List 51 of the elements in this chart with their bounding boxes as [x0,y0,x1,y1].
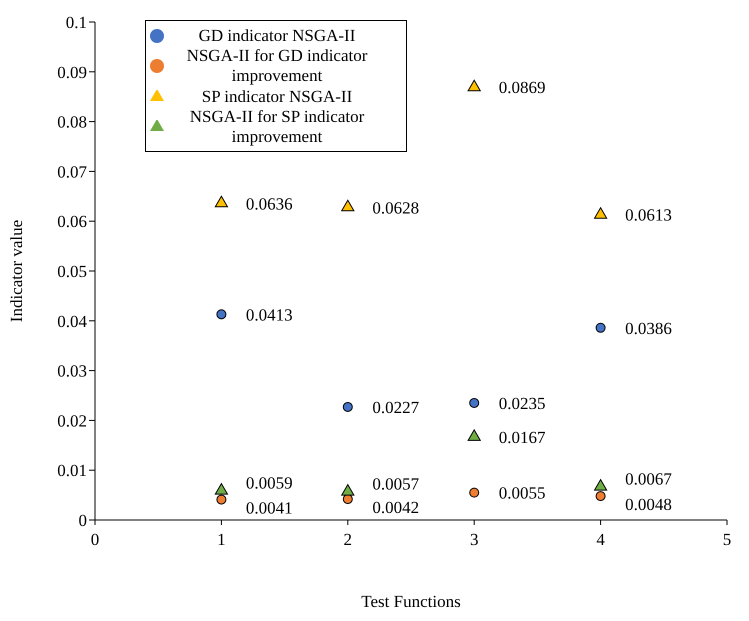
y-tick-label: 0.04 [57,312,88,331]
point [342,494,353,504]
point [596,322,606,333]
data-label: 0.0041 [246,498,293,518]
y-tick-label: 0.07 [57,162,88,182]
data-label: 0.0067 [625,470,672,489]
data-label: 0.0055 [498,484,546,503]
point [469,398,480,408]
x-tick-label: 4 [596,530,606,550]
point [468,80,481,92]
y-tick-label: 0.09 [57,62,87,82]
data-label: 0.0386 [625,318,672,338]
point [216,494,226,505]
point [214,196,228,208]
point [596,491,606,502]
data-label: 0.0227 [372,398,420,417]
data-label: 0.0042 [372,498,420,518]
y-axis-title: Indicator value [7,220,26,322]
y-tick-label: 0.1 [66,13,87,32]
legend-label: SP indicator NSGA-II [200,87,354,108]
data-label: 0.0048 [625,495,672,514]
data-label: 0.0613 [625,206,672,225]
data-label: 0.0235 [498,394,546,413]
x-tick-label: 5 [722,530,732,550]
y-tick-label: 0.05 [57,262,87,282]
y-tick-label: 0.01 [57,461,87,480]
point [341,200,354,212]
legend-label: NSGA-II for GD indicator improvement [186,46,368,86]
y-tick-label: 0.02 [57,411,87,430]
x-tick-label: 2 [344,530,352,550]
data-label: 0.0628 [372,198,420,218]
data-label: 0.0413 [246,305,293,324]
legend-label: NSGA-II for SP indicator improvement [188,107,366,148]
x-axis-title: Test Functions [361,592,461,611]
data-label: 0.0057 [372,474,420,494]
data-label: 0.0636 [246,194,293,214]
y-tick-label: 0 [78,511,87,530]
legend-label: GD indicator NSGA-II [198,26,356,46]
data-label: 0.0059 [246,474,293,493]
point [216,309,226,320]
y-tick-label: 0.08 [57,112,87,132]
point [594,207,608,219]
data-label: 0.0869 [498,78,546,98]
x-tick-label: 1 [217,530,226,550]
y-tick-label: 0.03 [57,362,87,381]
point [469,488,480,498]
y-tick-label: 0.06 [57,212,87,232]
data-label: 0.0167 [498,428,546,447]
x-tick-label: 3 [470,530,478,550]
point [342,402,353,412]
x-tick-label: 0 [90,530,100,550]
